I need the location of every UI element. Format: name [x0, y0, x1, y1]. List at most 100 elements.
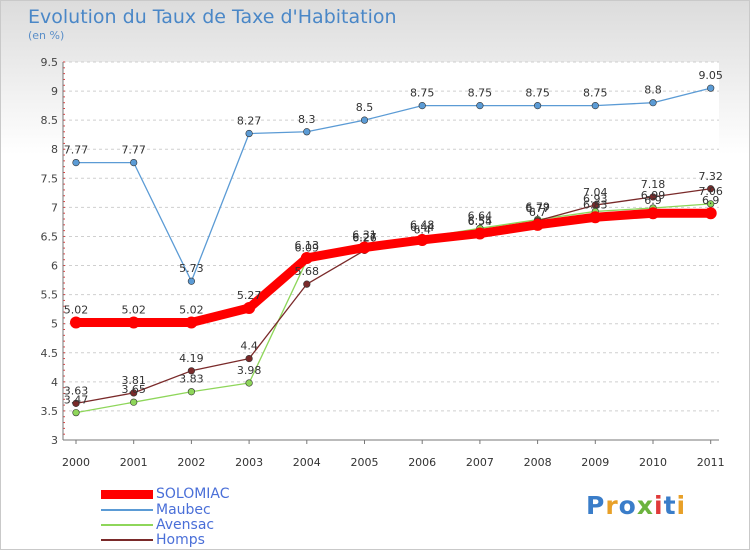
data-point-homps [245, 354, 253, 363]
data-point-solomiac [704, 207, 717, 220]
data-label-maubec: 8.75 [410, 87, 435, 100]
data-label-avensac: 3.83 [179, 373, 204, 386]
data-label-avensac: 6.99 [641, 189, 666, 202]
x-tick-label: 2007 [466, 456, 494, 469]
proxiti-logo: Proxiti [586, 491, 686, 520]
x-tick-label: 2002 [177, 456, 205, 469]
data-point-maubec [418, 102, 426, 110]
data-label-homps: 5.68 [295, 265, 320, 278]
logo-letter: x [636, 491, 654, 520]
data-label-solomiac: 6.44 [410, 221, 435, 234]
chart-title: Evolution du Taux de Taxe d'Habitation [28, 6, 397, 28]
logo-letter: i [676, 491, 687, 520]
data-point-homps [187, 367, 195, 375]
data-point-homps [130, 389, 138, 397]
data-label-maubec: 8.75 [583, 87, 608, 100]
data-point-avensac [130, 398, 138, 406]
data-label-solomiac: 6.9 [644, 194, 662, 207]
data-point-homps [72, 399, 80, 407]
data-point-maubec [591, 102, 599, 110]
data-point-maubec [245, 129, 253, 138]
data-label-avensac: 3.98 [237, 364, 262, 377]
data-point-homps [591, 201, 599, 209]
chart-subtitle: (en %) [28, 29, 65, 42]
y-tick-label: 6 [51, 260, 58, 273]
data-point-maubec [303, 128, 311, 136]
legend-label: SOLOMIAC [156, 486, 230, 502]
data-label-homps: 6.77 [525, 202, 550, 215]
data-point-maubec [187, 277, 195, 285]
logo-letter: o [618, 491, 637, 520]
data-label-homps: 3.63 [64, 384, 89, 397]
data-label-maubec: 9.05 [698, 69, 723, 82]
data-label-solomiac: 5.02 [121, 304, 146, 317]
data-label-maubec: 8.8 [644, 84, 662, 97]
x-tick-label: 2006 [408, 456, 436, 469]
data-label-solomiac: 6.31 [352, 229, 377, 242]
data-point-solomiac [473, 227, 486, 240]
data-label-avensac: 6.93 [583, 192, 608, 205]
y-tick-label: 5 [51, 318, 58, 331]
logo-letter: t [663, 491, 677, 520]
legend-item-homps: Homps [101, 532, 205, 548]
series-line-maubec [75, 87, 712, 282]
legend-swatch [101, 489, 153, 499]
x-tick-label: 2005 [351, 456, 379, 469]
data-label-maubec: 8.3 [298, 113, 316, 126]
data-label-avensac: 3.65 [121, 383, 146, 396]
data-label-solomiac: 6.13 [295, 239, 320, 252]
data-point-solomiac [70, 316, 82, 329]
y-tick-label: 4.5 [41, 347, 59, 360]
legend-swatch [101, 524, 153, 526]
data-label-solomiac: 5.27 [237, 289, 262, 302]
legend-label: Avensac [156, 517, 215, 533]
data-point-avensac [245, 379, 253, 387]
legend-swatch [101, 509, 153, 511]
legend-item-avensac: Avensac [101, 517, 214, 533]
data-label-avensac: 6.48 [410, 219, 435, 232]
data-label-maubec: 5.73 [179, 262, 204, 275]
data-point-maubec [360, 116, 369, 124]
data-point-homps [649, 193, 657, 201]
data-label-solomiac: 6.83 [583, 198, 608, 211]
data-label-avensac: 3.47 [64, 394, 89, 407]
data-label-maubec: 8.75 [468, 87, 493, 100]
data-point-homps [707, 185, 715, 193]
data-label-homps: 6.26 [352, 231, 377, 244]
legend-item-solomiac: SOLOMIAC [101, 486, 230, 502]
logo-letter: P [586, 491, 606, 520]
data-label-avensac: 6.79 [525, 201, 550, 214]
data-label-solomiac: 6.7 [529, 206, 547, 219]
legend-item-maubec: Maubec [101, 502, 211, 518]
x-tick-label: 2010 [639, 456, 667, 469]
data-label-homps: 4.4 [240, 340, 258, 353]
data-label-maubec: 8.5 [356, 101, 374, 114]
data-label-avensac: 6.27 [352, 231, 377, 244]
series-line-solomiac [71, 208, 716, 328]
data-point-maubec [533, 102, 542, 110]
data-point-solomiac [185, 316, 198, 329]
data-label-homps: 7.04 [583, 186, 608, 199]
data-point-maubec [649, 99, 657, 107]
legend-swatch [101, 539, 153, 541]
y-tick-label: 6.5 [41, 230, 59, 243]
data-point-maubec [476, 102, 484, 110]
data-point-solomiac [300, 251, 313, 264]
data-point-homps [303, 280, 311, 288]
data-label-homps: 3.81 [121, 374, 146, 387]
data-label-avensac: 7.06 [698, 185, 723, 198]
legend-label: Maubec [156, 502, 211, 518]
x-tick-label: 2001 [120, 456, 148, 469]
y-tick-label: 8 [51, 143, 58, 156]
data-point-avensac [707, 200, 715, 208]
y-tick-label: 7 [51, 201, 58, 214]
logo-letter: r [605, 491, 619, 520]
data-point-solomiac [358, 241, 371, 254]
data-label-maubec: 8.75 [525, 87, 550, 100]
x-tick-label: 2003 [235, 456, 263, 469]
y-tick-label: 9.5 [41, 56, 59, 69]
x-tick-label: 2000 [62, 456, 90, 469]
y-tick-label: 3 [51, 434, 58, 447]
y-tick-label: 9 [51, 85, 58, 98]
